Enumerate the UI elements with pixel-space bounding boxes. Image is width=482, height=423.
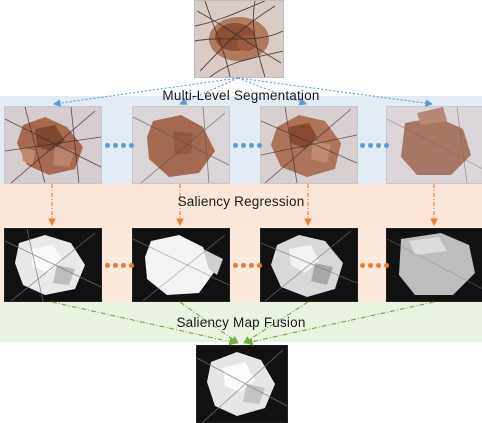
fusion-arrow-2 bbox=[179, 301, 239, 344]
seg-arrow-2 bbox=[178, 77, 239, 105]
stage-label-fusion: Saliency Map Fusion bbox=[176, 315, 306, 330]
segmentation-ellipsis-2 bbox=[233, 143, 262, 148]
seg-arrow-3 bbox=[237, 77, 308, 106]
stage-label-segmentation: Multi-Level Segmentation bbox=[162, 88, 320, 103]
segmentation-ellipsis-3 bbox=[360, 143, 389, 148]
saliency-ellipsis-1 bbox=[105, 263, 134, 268]
seg-arrow-4 bbox=[237, 77, 434, 107]
regression-band bbox=[0, 184, 482, 226]
segmentation-level-2 bbox=[132, 106, 230, 184]
saliency-map-4 bbox=[386, 228, 482, 302]
saliency-ellipsis-3 bbox=[360, 263, 389, 268]
stage-label-regression: Saliency Regression bbox=[177, 194, 305, 209]
saliency-map-2 bbox=[132, 228, 230, 302]
seg-arrow-1 bbox=[52, 77, 239, 107]
input-skin-image bbox=[194, 0, 284, 78]
segmentation-level-4 bbox=[386, 106, 482, 184]
saliency-map-1 bbox=[4, 228, 102, 302]
saliency-ellipsis-2 bbox=[233, 263, 262, 268]
fusion-arrow-4 bbox=[244, 301, 435, 346]
fusion-arrow-3 bbox=[243, 301, 309, 344]
segmentation-level-3 bbox=[260, 106, 358, 184]
segmentation-ellipsis-1 bbox=[105, 143, 134, 148]
segmentation-level-1 bbox=[4, 106, 102, 184]
fusion-arrow-1 bbox=[51, 301, 238, 346]
saliency-map-3 bbox=[260, 228, 358, 302]
